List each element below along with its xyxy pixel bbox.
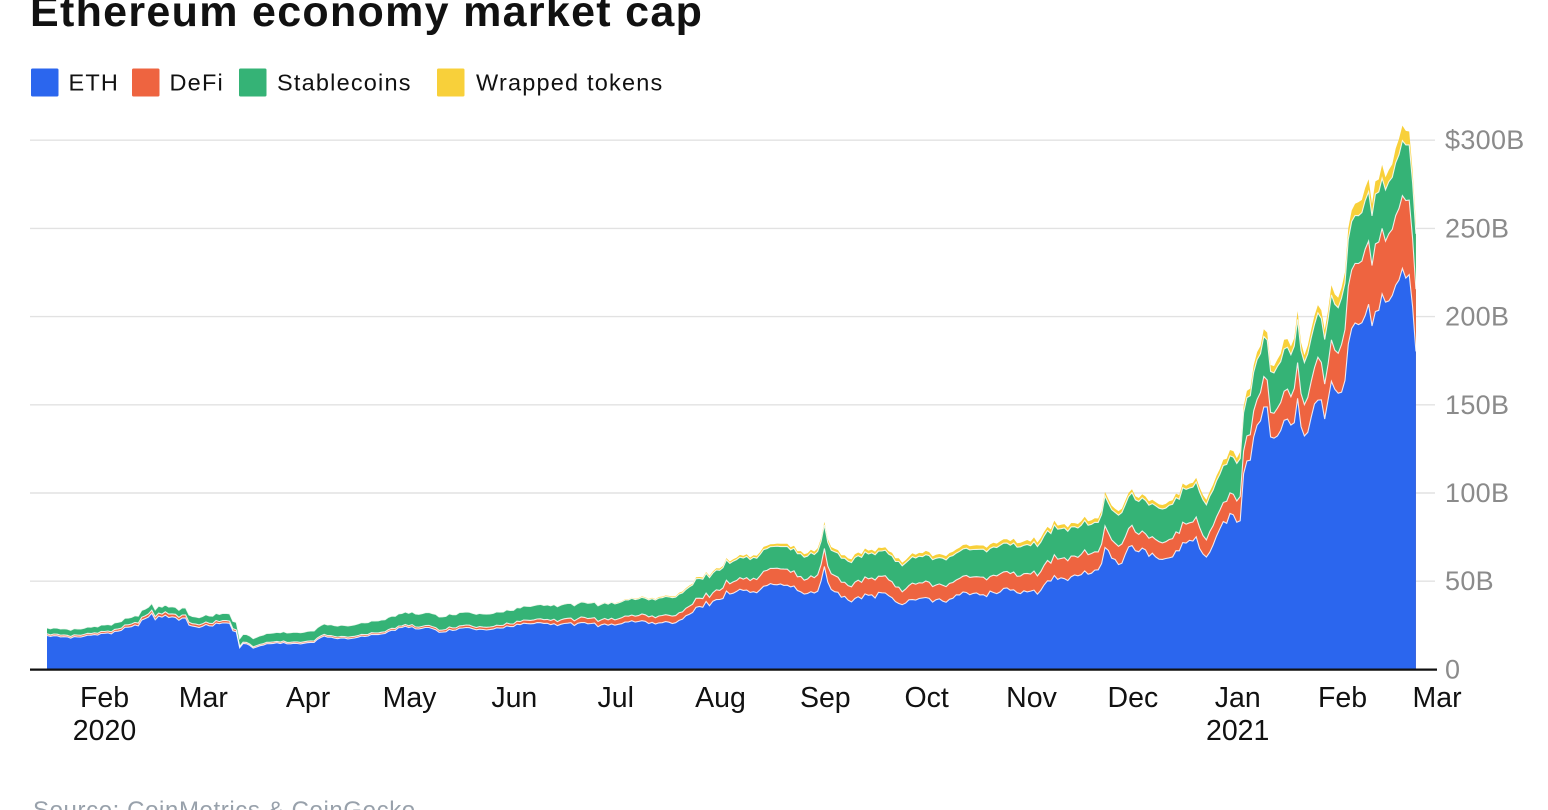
svg-text:Jun: Jun: [491, 682, 537, 714]
svg-text:Apr: Apr: [286, 682, 331, 714]
svg-text:Mar: Mar: [179, 682, 229, 714]
svg-text:Mar: Mar: [1413, 682, 1463, 714]
svg-text:2020: 2020: [73, 715, 136, 747]
svg-text:Stablecoins: Stablecoins: [277, 70, 412, 96]
svg-text:Oct: Oct: [905, 682, 949, 714]
svg-text:Source: CoinMetrics & CoinGeck: Source: CoinMetrics & CoinGecko: [33, 797, 416, 810]
svg-text:150B: 150B: [1445, 390, 1509, 420]
svg-text:100B: 100B: [1445, 478, 1509, 508]
svg-text:DeFi: DeFi: [170, 70, 224, 96]
svg-text:Jul: Jul: [597, 682, 633, 714]
svg-text:$300B: $300B: [1445, 125, 1525, 155]
svg-text:Nov: Nov: [1006, 682, 1057, 714]
svg-text:Ethereum economy market cap: Ethereum economy market cap: [30, 0, 703, 36]
svg-text:Sep: Sep: [800, 682, 851, 714]
svg-text:Wrapped tokens: Wrapped tokens: [476, 70, 664, 96]
svg-text:Feb: Feb: [80, 682, 129, 714]
svg-text:250B: 250B: [1445, 213, 1509, 243]
svg-text:ETH: ETH: [69, 70, 120, 96]
svg-text:May: May: [383, 682, 438, 714]
svg-text:Jan: Jan: [1215, 682, 1261, 714]
svg-text:200B: 200B: [1445, 302, 1509, 332]
svg-text:Dec: Dec: [1108, 682, 1159, 714]
svg-text:2021: 2021: [1206, 715, 1269, 747]
svg-text:0: 0: [1445, 654, 1460, 684]
svg-text:Aug: Aug: [695, 682, 746, 714]
svg-text:Feb: Feb: [1318, 682, 1367, 714]
svg-text:50B: 50B: [1445, 566, 1494, 596]
